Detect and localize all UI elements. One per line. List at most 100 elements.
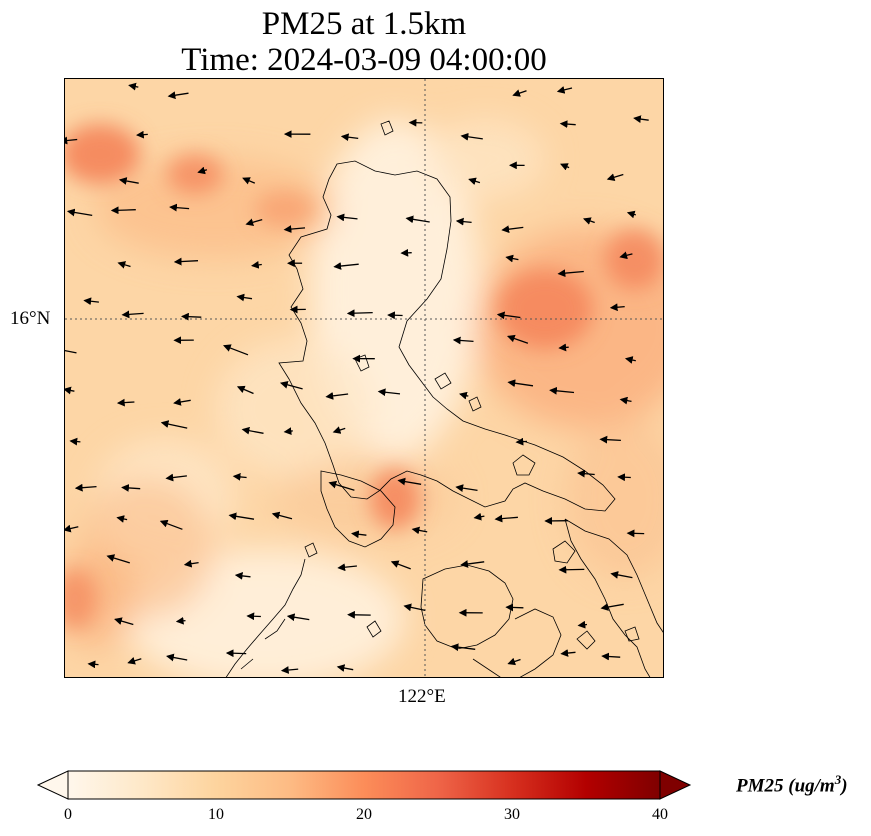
colorbar-extend-high [659, 770, 692, 800]
wind-arrow-icon [222, 344, 249, 356]
wind-arrow-icon [619, 251, 633, 260]
wind-arrow-icon [601, 652, 621, 661]
wind-arrow-icon [165, 473, 187, 482]
wind-arrow-icon [74, 483, 97, 492]
wind-arrow-icon [558, 343, 569, 352]
wind-arrow-icon [397, 477, 422, 486]
wind-arrow-icon [505, 603, 524, 612]
wind-arrow-icon [116, 398, 135, 407]
wind-arrow-icon [332, 426, 346, 434]
colorbar-label-suffix: ) [841, 775, 848, 797]
wind-arrow-icon [197, 166, 208, 175]
wind-arrow-icon [390, 560, 411, 570]
wind-arrow-icon [225, 649, 247, 658]
pm25-field [65, 79, 663, 677]
wind-arrow-icon [577, 469, 595, 478]
wind-arrow-icon [559, 120, 576, 128]
coastline-luzon [278, 160, 616, 512]
wind-arrow-icon [606, 173, 624, 181]
colorbar-tick: 20 [356, 806, 372, 823]
wind-arrow-icon [114, 617, 134, 626]
wind-arrow-icon [351, 530, 367, 539]
wind-arrow-icon [121, 484, 141, 492]
wind-arrow-icon [460, 132, 483, 141]
wind-arrow-icon [557, 269, 584, 278]
wind-arrow-icon [336, 664, 354, 672]
colorbar-tick: 0 [64, 806, 72, 823]
wind-arrow-icon [236, 293, 253, 302]
colorbar-tick: 40 [652, 806, 668, 823]
map-title-line-2: Time: 2024-03-09 04:00:00 [181, 42, 547, 78]
wind-arrow-icon [610, 571, 633, 579]
wind-arrow-icon [65, 349, 77, 354]
wind-arrow-icon [228, 512, 255, 521]
wind-arrow-icon [241, 426, 264, 435]
wind-arrow-icon [242, 177, 256, 185]
wind-arrow-icon [468, 177, 481, 186]
wind-arrow-icon [387, 311, 403, 320]
wind-arrow-icon [600, 603, 624, 611]
wind-arrow-icon [333, 262, 359, 270]
colorbar-label-prefix: PM25 (ug/m [736, 775, 835, 797]
wind-arrow-icon [411, 526, 428, 535]
wind-arrow-icon [117, 261, 131, 269]
wind-arrow-icon [459, 391, 469, 400]
wind-arrow-icon [512, 89, 527, 97]
wind-arrow-icon [65, 524, 79, 533]
wind-arrow-icon [507, 379, 534, 388]
latitude-tick-label: 16°N [10, 308, 51, 329]
wind-arrow-icon [121, 310, 144, 319]
wind-arrow-icon [494, 514, 518, 523]
coastline-visayas-2 [472, 608, 562, 677]
wind-arrow-icon [127, 657, 142, 665]
wind-arrow-icon [175, 616, 186, 625]
wind-arrow-icon [609, 303, 625, 312]
wind-arrow-icon [619, 396, 632, 405]
longitude-tick-label: 122°E [398, 686, 446, 707]
wind-arrow-icon [283, 427, 293, 435]
wind-arrow-icon [496, 311, 521, 320]
wind-arrow-icon [160, 420, 188, 429]
coastline-west-islands [225, 558, 306, 677]
wind-arrow-icon [599, 435, 621, 444]
map-svg [65, 79, 663, 677]
wind-arrow-icon [340, 133, 359, 142]
wind-arrow-icon [128, 82, 139, 91]
gridlines [65, 79, 663, 677]
wind-arrow-icon [65, 136, 78, 145]
wind-arrow-icon [501, 225, 524, 234]
wind-arrow-icon [159, 519, 183, 530]
wind-arrow-icon [246, 612, 261, 621]
wind-arrow-icon [626, 210, 636, 219]
wind-arrow-icon [116, 515, 128, 523]
wind-arrow-icon [167, 91, 189, 100]
wind-arrow-icon [280, 666, 299, 674]
wind-arrow-icon [624, 356, 636, 364]
wind-arrow-icon [110, 206, 136, 215]
wind-arrow-icon [403, 603, 426, 612]
wind-arrow-icon [87, 660, 99, 669]
wind-arrow-icon [236, 385, 254, 395]
colorbar-tick: 30 [504, 806, 520, 823]
wind-arrow-icon [556, 86, 573, 94]
wind-arrow-icon [507, 657, 521, 666]
wind-arrow-icon [325, 392, 349, 400]
wind-arrow-icon [549, 386, 575, 395]
wind-arrow-icon [69, 437, 81, 446]
wind-arrow-icon [65, 386, 75, 395]
coastline-small-islands [304, 120, 640, 650]
wind-arrow-icon [450, 643, 476, 652]
wind-arrow-icon [118, 177, 139, 185]
colorbar-tick: 10 [208, 806, 224, 823]
wind-arrow-icon [505, 254, 519, 263]
wind-arrow-icon [617, 473, 631, 482]
coastline-visayas [420, 564, 514, 650]
wind-arrow-icon [66, 208, 93, 217]
wind-arrow-icon [582, 217, 595, 225]
wind-arrow-icon [136, 130, 148, 139]
wind-arrow-icon [337, 563, 357, 572]
wind-arrow-icon [271, 511, 293, 520]
wind-arrow-icon [577, 620, 588, 629]
wind-arrow-icon [286, 613, 310, 622]
wind-arrow-icon [245, 218, 263, 227]
